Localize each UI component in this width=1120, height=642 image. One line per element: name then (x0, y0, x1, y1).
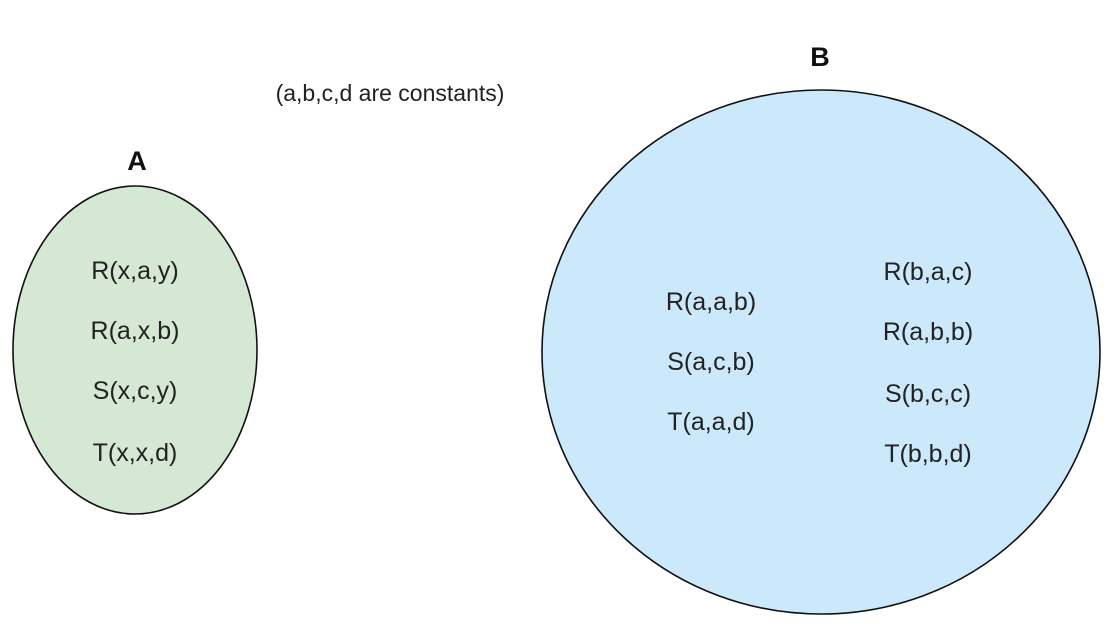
set-a-label: A (127, 146, 147, 176)
set-a-atom: R(a,x,b) (91, 317, 180, 345)
set-b-circle (541, 89, 1101, 615)
constants-note: (a,b,c,d are constants) (276, 80, 505, 106)
set-b-right-atom: R(b,a,c) (884, 258, 973, 286)
set-b-right-atom: R(a,b,b) (883, 318, 973, 346)
set-b-label: B (810, 42, 830, 72)
set-a-atom: T(x,x,d) (93, 439, 178, 467)
set-a-atom: S(x,c,y) (93, 377, 178, 405)
set-b-right-atom: S(b,c,c) (885, 380, 971, 408)
set-a-atom: R(x,a,y) (91, 257, 179, 285)
set-b-left-atom: T(a,a,d) (667, 408, 755, 436)
set-a-ellipse (12, 185, 258, 515)
set-b-left-atom: R(a,a,b) (666, 288, 756, 316)
set-b-left-atom: S(a,c,b) (667, 348, 755, 376)
set-b-right-atom: T(b,b,d) (884, 440, 972, 468)
